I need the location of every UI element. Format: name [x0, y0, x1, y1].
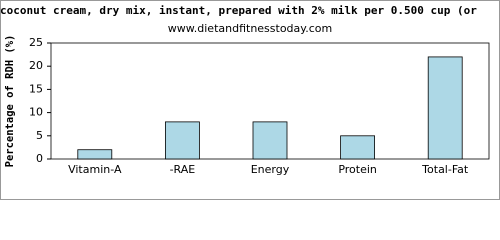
bar	[427, 56, 463, 160]
x-tick-label: -RAE	[170, 163, 196, 176]
x-tick-label: Vitamin-A	[68, 163, 122, 176]
bar	[164, 121, 200, 160]
x-tick-label: Energy	[251, 163, 290, 176]
bar	[340, 135, 376, 160]
y-tick-label: 25	[29, 36, 43, 49]
y-tick-label: 10	[29, 106, 43, 119]
frame	[0, 0, 500, 200]
y-axis-label: Percentage of RDH (%)	[4, 35, 16, 168]
chart: coconut cream, dry mix, instant, prepare…	[0, 0, 500, 200]
y-tick-label: 15	[29, 82, 43, 95]
chart-subtitle: www.dietandfitnesstoday.com	[168, 22, 332, 35]
y-tick-label: 20	[29, 59, 43, 72]
x-tick-label: Total-Fat	[421, 163, 469, 176]
y-tick-label: 5	[36, 129, 43, 142]
bar	[77, 149, 113, 160]
x-tick-label: Protein	[338, 163, 377, 176]
bar	[252, 121, 288, 160]
y-tick-label: 0	[36, 152, 43, 165]
chart-title: coconut cream, dry mix, instant, prepare…	[0, 4, 477, 17]
page: {"chart_data": {"type": "bar", "title": …	[0, 0, 500, 200]
